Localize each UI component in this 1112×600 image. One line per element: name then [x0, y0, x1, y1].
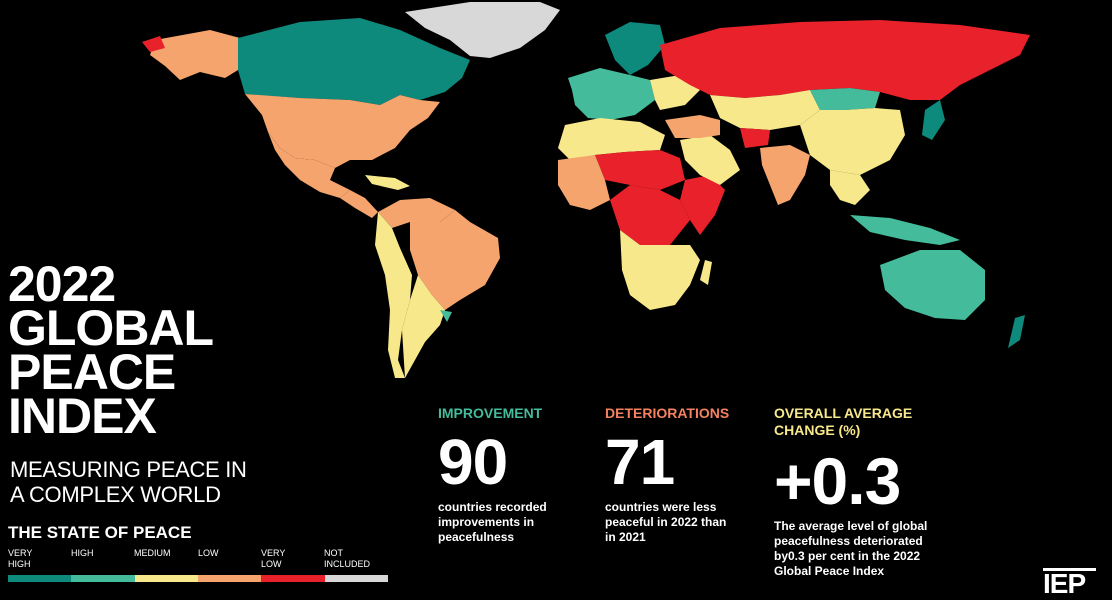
legend-labels: VERY HIGH HIGH MEDIUM LOW VERY LOW NOT INCL…	[8, 548, 388, 574]
region-china	[800, 108, 905, 175]
title-line: PEACE	[8, 344, 176, 400]
legend-swatch-low	[197, 575, 262, 582]
stat-improvement: IMPROVEMENT 90 countries recorded improv…	[438, 405, 598, 545]
region-madagascar	[700, 260, 712, 285]
title-line: GLOBAL	[8, 300, 214, 356]
region-east-africa	[680, 175, 725, 235]
stat-deteriorations: DETERIORATIONS 71 countries were less pe…	[605, 405, 765, 545]
legend-swatch-medium	[134, 575, 198, 582]
region-west-africa	[558, 155, 610, 210]
region-arabia	[680, 135, 740, 185]
stat-description: countries recorded improvements in peace…	[438, 500, 547, 544]
subtitle-line: MEASURING PEACE IN	[10, 457, 247, 482]
region-india	[760, 145, 810, 205]
region-central-africa	[610, 185, 690, 245]
iep-logo: IEP	[1043, 568, 1086, 599]
region-japan	[922, 100, 945, 140]
region-australia	[880, 250, 985, 320]
report-title: 2022 GLOBAL PEACE INDEX	[8, 256, 214, 444]
region-mongolia	[810, 88, 880, 110]
region-usa	[245, 94, 440, 168]
region-western-europe	[568, 68, 655, 120]
legend-label-low: LOW	[198, 548, 219, 558]
region-central-asia	[710, 90, 820, 130]
region-eastern-europe	[650, 75, 700, 110]
region-andes	[375, 212, 412, 378]
logo-bar	[1043, 568, 1096, 571]
title-line: 2022	[8, 256, 116, 312]
region-indonesia	[850, 215, 960, 245]
region-greenland	[405, 2, 560, 58]
legend-swatch-very-low	[261, 575, 325, 582]
legend-label-very-high: VERY HIGH	[8, 548, 33, 569]
region-new-zealand	[1008, 315, 1025, 348]
stat-overall-change: OVERALL AVERAGE CHANGE (%) +0.3 The aver…	[774, 405, 964, 579]
stat-description: countries were less peaceful in 2022 tha…	[605, 500, 727, 544]
region-russia	[660, 20, 1030, 100]
region-south-america-north	[378, 198, 455, 228]
stat-value: 90	[438, 426, 508, 498]
legend-swatch-not-included	[324, 575, 388, 582]
region-north-africa	[558, 118, 665, 160]
legend-color-bar	[8, 575, 388, 582]
region-caribbean	[365, 175, 410, 190]
region-central-america	[340, 190, 378, 218]
legend-label-medium: MEDIUM	[134, 548, 171, 558]
stat-label: DETERIORATIONS	[605, 405, 730, 421]
stat-description: The average level of global peacefulness…	[774, 519, 928, 578]
legend-label-high: HIGH	[71, 548, 94, 558]
region-alaska-tip	[142, 36, 165, 52]
legend-swatch-high	[71, 575, 135, 582]
legend-swatch-very-high	[8, 575, 72, 582]
region-canada	[238, 18, 470, 105]
stat-value: +0.3	[774, 444, 901, 518]
region-southern-cone	[402, 275, 445, 378]
region-southeast-asia	[830, 170, 870, 205]
region-sahel	[595, 150, 685, 190]
region-uruguay	[440, 310, 452, 322]
region-southern-africa	[620, 230, 700, 310]
region-brazil	[410, 210, 500, 310]
stat-value: 71	[605, 426, 675, 498]
report-subtitle: MEASURING PEACE IN A COMPLEX WORLD	[10, 457, 247, 507]
legend-title: THE STATE OF PEACE	[8, 523, 192, 542]
region-alaska	[150, 30, 240, 80]
region-mexico	[268, 132, 350, 198]
region-middle-east	[665, 115, 720, 138]
subtitle-line: A COMPLEX WORLD	[10, 482, 221, 507]
stat-label: IMPROVEMENT	[438, 405, 543, 421]
legend-label-very-low: VERY LOW	[261, 548, 286, 569]
region-afghanistan	[740, 128, 770, 148]
region-scandinavia	[605, 22, 665, 75]
title-line: INDEX	[8, 388, 157, 444]
stat-label: OVERALL AVERAGE CHANGE (%)	[774, 405, 913, 438]
legend-label-not-included: NOT INCLUDED	[324, 548, 371, 569]
